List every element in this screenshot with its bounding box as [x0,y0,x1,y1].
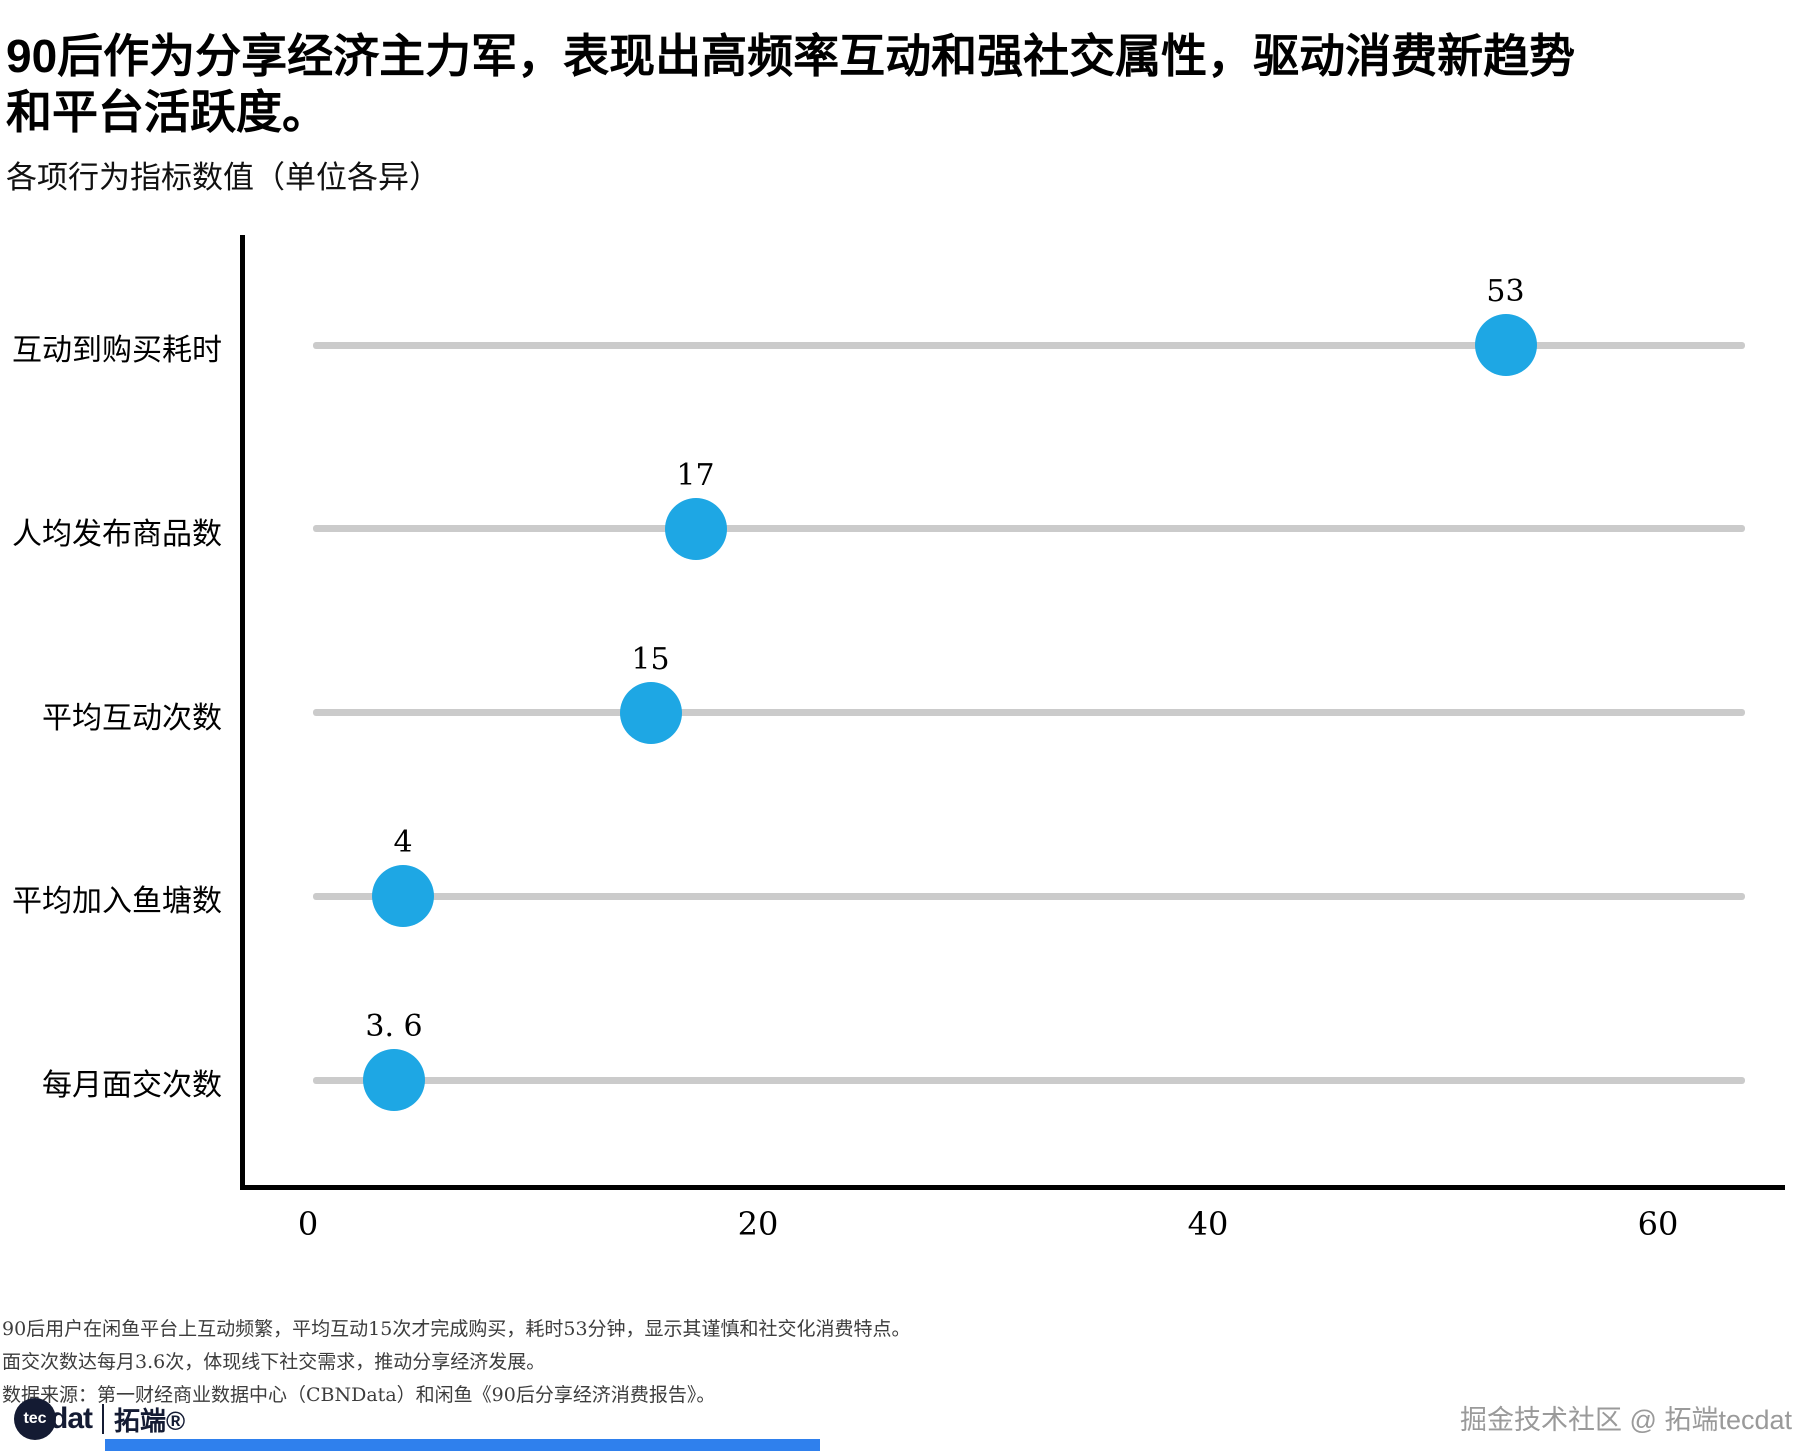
footnote-line-2: 面交次数达每月3.6次，体现线下社交需求，推动分享经济发展。 [2,1351,546,1373]
tecdat-logo-cn: 拓端® [114,1405,186,1436]
value-label: 4 [393,825,413,861]
y-axis-category-label: 每月面交次数 [42,1068,222,1103]
plot-area: 53 17 15 4 3. 6 [240,235,1785,1190]
tecdat-logo-text: dat [50,1402,93,1435]
value-label: 53 [1486,274,1525,309]
x-axis-tick-label: 40 [1187,1205,1229,1243]
tecdat-logo: tec dat 拓端® [14,1398,185,1440]
chart-title: 90后作为分享经济主力军，表现出高频率互动和强社交属性，驱动消费新趋势和平台活跃… [6,30,1576,139]
chart-subtitle: 各项行为指标数值（单位各异） [6,160,440,195]
data-point-dot [619,681,682,744]
data-point-dot [1474,314,1537,376]
y-axis-category-label: 平均加入鱼塘数 [12,884,222,920]
data-point-dot [363,1049,425,1111]
data-point-dot [664,497,727,560]
logo-divider [102,1404,104,1434]
y-axis-category-label: 平均互动次数 [42,700,222,736]
value-label: 17 [676,457,715,493]
data-point-dot [372,865,434,928]
category-stem-line [313,892,1745,900]
x-axis-tick-label: 20 [737,1205,779,1243]
footnotes: 90后用户在闲鱼平台上互动频繁，平均互动15次才完成购买，耗时53分钟，显示其谨… [2,1313,911,1412]
x-axis-tick-label: 60 [1637,1205,1679,1243]
y-axis-category-label: 互动到购买耗时 [12,333,222,368]
value-label: 3. 6 [365,1009,423,1044]
bottom-blue-bar [105,1439,820,1451]
category-stem-line [313,525,1745,533]
y-axis-category-label: 人均发布商品数 [12,516,222,552]
category-stem-line [313,341,1745,349]
footnote-line-3: 数据来源：第一财经商业数据中心（CBNData）和闲鱼《90后分享经济消费报告》… [2,1384,716,1406]
x-axis-tick-label: 0 [297,1205,319,1243]
category-stem-line [313,1076,1745,1084]
tecdat-logo-icon: tec [14,1398,56,1440]
footnote-line-1: 90后用户在闲鱼平台上互动频繁，平均互动15次才完成购买，耗时53分钟，显示其谨… [2,1318,911,1340]
category-stem-line [313,709,1745,716]
watermark-text: 掘金技术社区 @ 拓端tecdat [1460,1405,1792,1435]
value-label: 15 [631,641,670,677]
